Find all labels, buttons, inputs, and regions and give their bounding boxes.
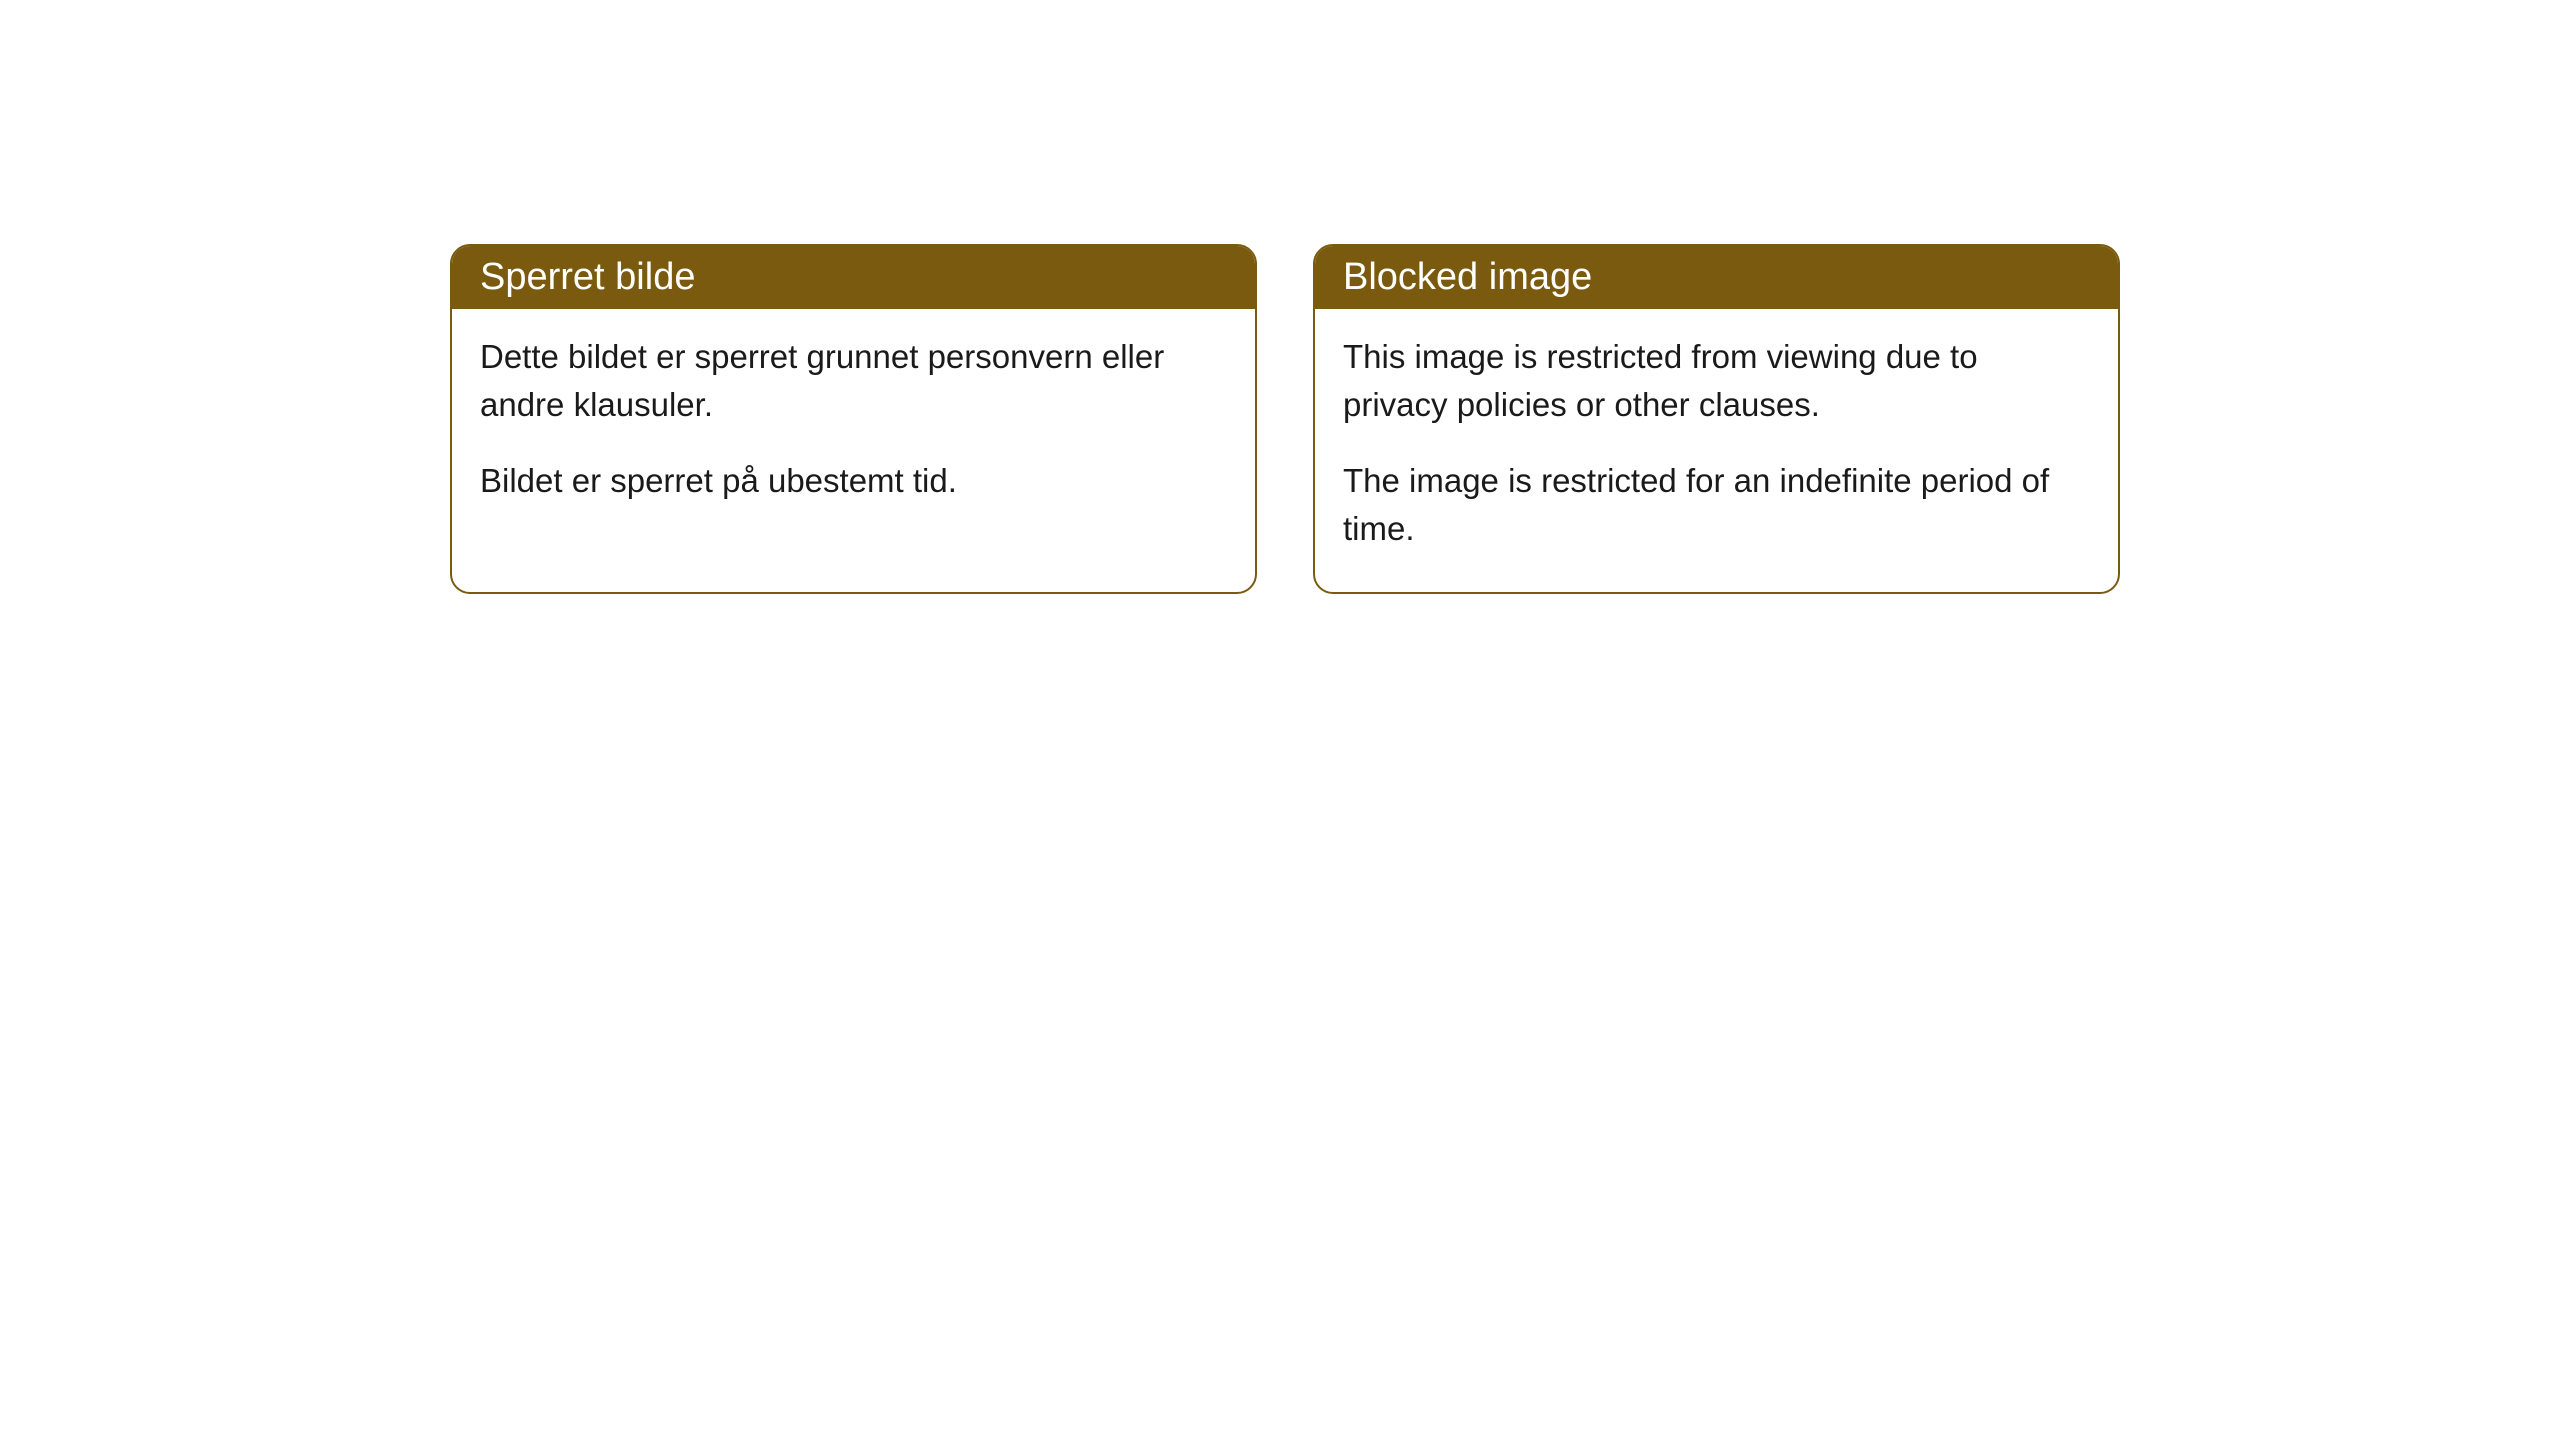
card-paragraph-1: Dette bildet er sperret grunnet personve… [480, 333, 1227, 429]
card-body: Dette bildet er sperret grunnet personve… [452, 309, 1255, 545]
notice-card-norwegian: Sperret bilde Dette bildet er sperret gr… [450, 244, 1257, 594]
card-body: This image is restricted from viewing du… [1315, 309, 2118, 592]
card-paragraph-1: This image is restricted from viewing du… [1343, 333, 2090, 429]
card-header: Sperret bilde [452, 246, 1255, 309]
card-header: Blocked image [1315, 246, 2118, 309]
notice-card-english: Blocked image This image is restricted f… [1313, 244, 2120, 594]
card-paragraph-2: The image is restricted for an indefinit… [1343, 457, 2090, 553]
card-paragraph-2: Bildet er sperret på ubestemt tid. [480, 457, 1227, 505]
notice-cards-container: Sperret bilde Dette bildet er sperret gr… [450, 244, 2120, 594]
card-title: Sperret bilde [480, 256, 695, 298]
card-title: Blocked image [1343, 256, 1592, 298]
